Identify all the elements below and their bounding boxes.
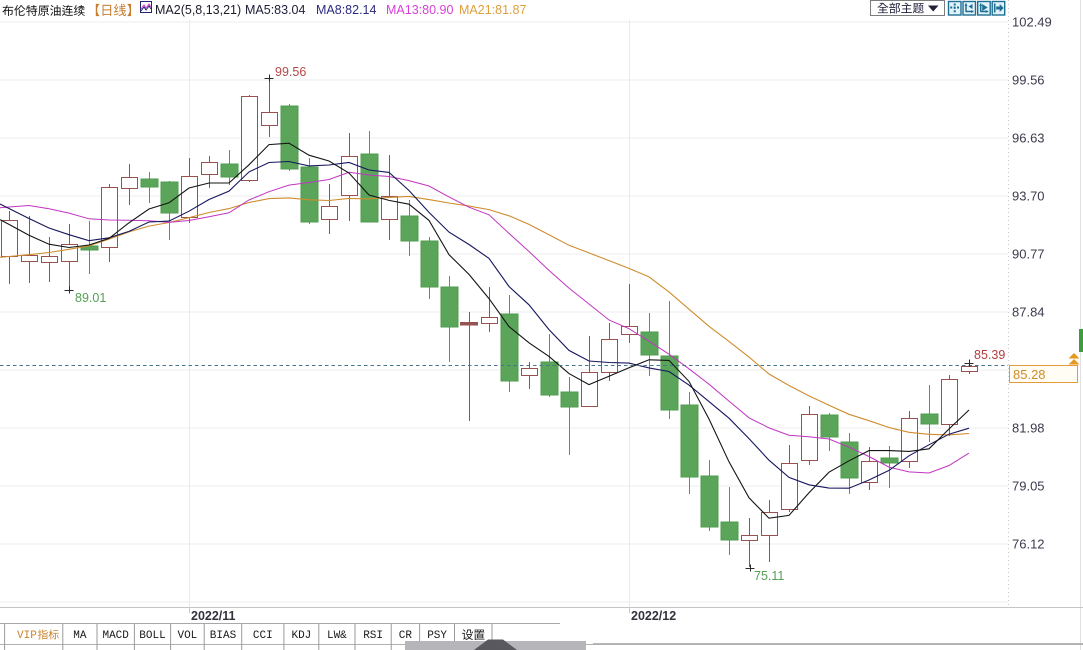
svg-text:BOLL: BOLL bbox=[139, 630, 165, 642]
svg-text:RSI: RSI bbox=[363, 630, 383, 642]
svg-text:CR: CR bbox=[399, 630, 413, 642]
svg-text:90.77: 90.77 bbox=[1012, 247, 1045, 262]
svg-text:81.98: 81.98 bbox=[1012, 421, 1045, 436]
svg-text:PSY: PSY bbox=[427, 630, 447, 642]
svg-text:MA21:81.87: MA21:81.87 bbox=[459, 3, 526, 17]
svg-text:76.12: 76.12 bbox=[1012, 537, 1045, 552]
svg-text:LW&: LW& bbox=[327, 630, 347, 642]
svg-text:85.28: 85.28 bbox=[1013, 367, 1046, 382]
svg-text:2022/11: 2022/11 bbox=[191, 609, 236, 623]
svg-text:85.39: 85.39 bbox=[974, 348, 1005, 362]
svg-text:96.63: 96.63 bbox=[1012, 131, 1045, 146]
svg-text:CCI: CCI bbox=[253, 630, 273, 642]
svg-text:93.70: 93.70 bbox=[1012, 189, 1045, 204]
svg-text:87.84: 87.84 bbox=[1012, 305, 1045, 320]
svg-text:MA13:80.90: MA13:80.90 bbox=[386, 3, 453, 17]
svg-text:BIAS: BIAS bbox=[210, 630, 237, 642]
svg-text:MA8:82.14: MA8:82.14 bbox=[316, 3, 377, 17]
svg-text:VIP: VIP bbox=[17, 630, 37, 642]
svg-text:2022/12: 2022/12 bbox=[631, 609, 676, 623]
svg-text:79.05: 79.05 bbox=[1012, 479, 1045, 494]
svg-text:99.56: 99.56 bbox=[1012, 73, 1045, 88]
svg-text:MACD: MACD bbox=[102, 630, 129, 642]
svg-text:MA5:83.04: MA5:83.04 bbox=[245, 3, 306, 17]
svg-text:75.11: 75.11 bbox=[754, 569, 784, 583]
svg-text:89.01: 89.01 bbox=[75, 291, 106, 305]
svg-text:KDJ: KDJ bbox=[291, 630, 311, 642]
svg-text:MA2(5,8,13,21): MA2(5,8,13,21) bbox=[155, 3, 241, 17]
svg-text:99.56: 99.56 bbox=[275, 65, 306, 79]
svg-text:VOL: VOL bbox=[177, 630, 197, 642]
svg-text:MA: MA bbox=[73, 630, 87, 642]
svg-text:102.49: 102.49 bbox=[1012, 15, 1052, 30]
